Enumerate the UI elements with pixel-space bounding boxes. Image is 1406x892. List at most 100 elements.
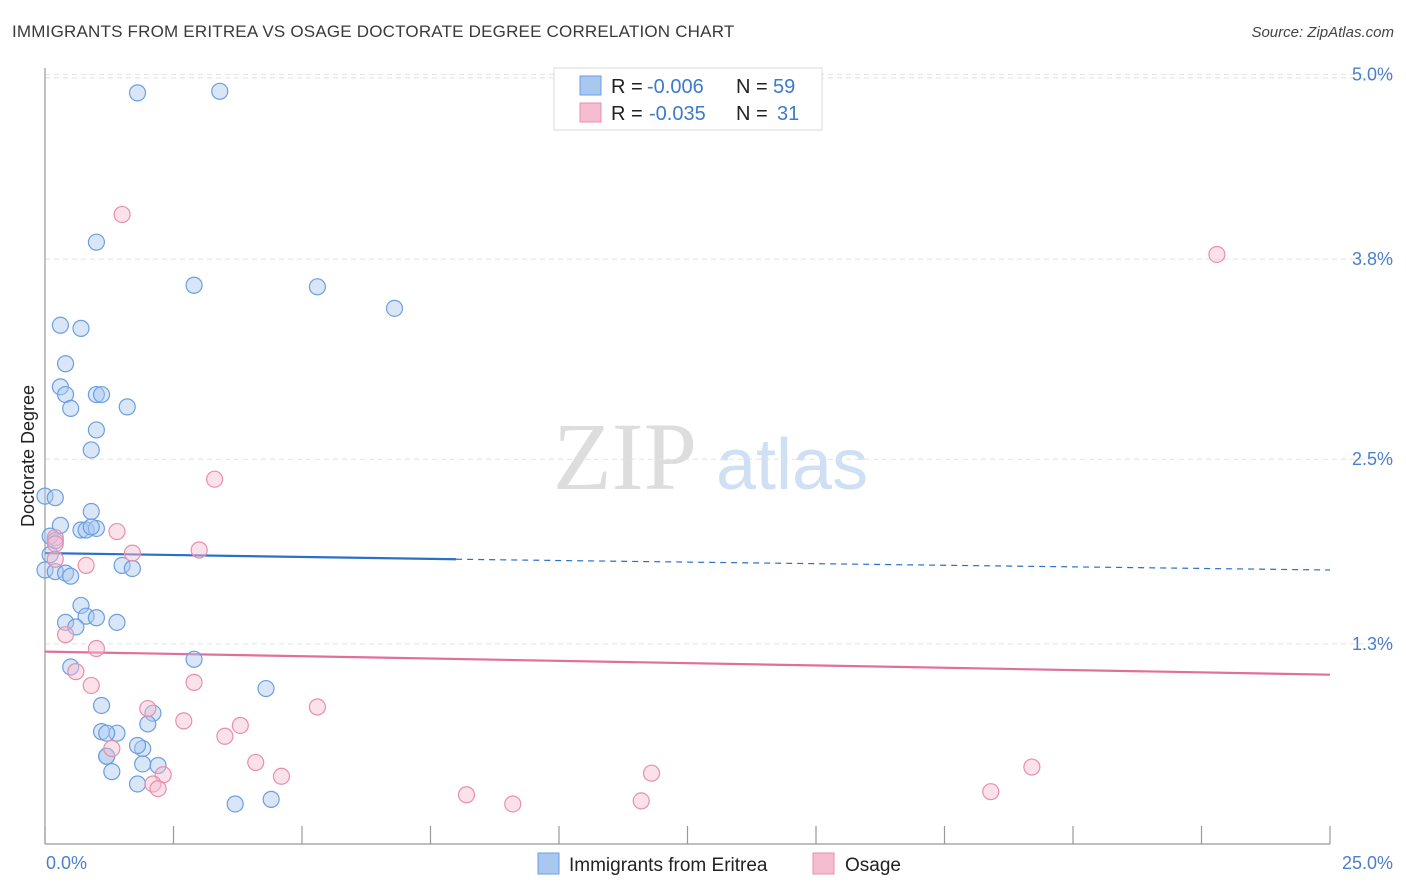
point-osage	[82, 676, 100, 695]
point-eritrea	[82, 502, 100, 521]
point-osage	[175, 712, 193, 730]
point-osage	[56, 626, 75, 644]
watermark-atlas: atlas	[716, 425, 868, 505]
bottom-legend-label-eritrea: Immigrants from Eritrea	[569, 855, 768, 876]
point-eritrea	[56, 613, 75, 631]
point-eritrea	[128, 84, 147, 102]
point-eritrea	[62, 567, 80, 585]
x-axis-ticks	[44, 826, 1331, 844]
point-osage	[185, 673, 203, 691]
point-osage	[108, 522, 126, 541]
legend-n-value-2: 31	[777, 103, 799, 125]
y-tick-label: 3.8%	[1352, 249, 1393, 269]
point-eritrea	[82, 518, 100, 536]
point-osage	[1023, 758, 1041, 776]
point-eritrea	[257, 679, 275, 698]
point-eritrea	[134, 739, 152, 758]
chart-title: IMMIGRANTS FROM ERITREA VS OSAGE DOCTORA…	[12, 22, 735, 41]
grid	[45, 73, 1392, 645]
point-osage	[87, 639, 106, 658]
point-osage	[103, 739, 121, 758]
point-eritrea	[92, 696, 111, 715]
point-eritrea	[87, 233, 106, 251]
source-label: Source: ZipAtlas.com	[1251, 24, 1394, 41]
point-osage	[206, 470, 224, 488]
x-tick-label-max: 25.0%	[1342, 853, 1393, 873]
point-osage	[632, 792, 650, 810]
point-eritrea	[103, 763, 121, 781]
trend-lines	[44, 551, 1331, 676]
point-osage	[504, 795, 522, 813]
trend-line-eritrea-extension	[456, 558, 1331, 571]
point-eritrea	[56, 355, 75, 373]
point-eritrea	[82, 441, 100, 459]
point-osage	[67, 663, 85, 681]
point-osage	[216, 727, 234, 745]
point-eritrea	[87, 385, 106, 404]
point-eritrea	[87, 421, 106, 439]
y-tick-label: 2.5%	[1352, 449, 1393, 469]
point-eritrea	[72, 596, 90, 615]
legend-swatch-pink	[579, 102, 602, 123]
point-osage	[272, 767, 291, 785]
legend-r-value-2: -0.035	[649, 103, 706, 125]
trend-line-eritrea	[44, 551, 457, 561]
point-eritrea	[185, 650, 203, 668]
y-tick-labels: 1.3% 2.5% 3.8% 5.0%	[1352, 64, 1393, 654]
point-osage	[1208, 245, 1226, 264]
trend-line-osage	[44, 650, 1331, 676]
watermark-zip: ZIP	[553, 403, 697, 510]
point-eritrea	[46, 489, 64, 507]
point-eritrea	[56, 564, 75, 582]
y-tick-label: 1.3%	[1352, 634, 1393, 654]
y-axis-label: Doctorate Degree	[18, 385, 38, 527]
point-osage	[46, 529, 64, 547]
bottom-legend-swatch-eritrea	[537, 852, 560, 875]
bottom-legend: Immigrants from Eritrea Osage	[537, 852, 901, 876]
point-eritrea	[308, 278, 327, 296]
point-eritrea	[128, 736, 147, 755]
point-osage	[77, 556, 95, 575]
point-eritrea	[118, 398, 136, 416]
legend: R = -0.006 N = 59 R = -0.035 N = 31	[553, 67, 823, 131]
point-eritrea	[92, 385, 111, 404]
point-osage	[46, 550, 64, 568]
point-eritrea	[62, 399, 80, 418]
point-eritrea	[134, 755, 152, 773]
point-eritrea	[62, 658, 80, 676]
point-eritrea	[87, 609, 106, 627]
point-osage	[149, 779, 167, 798]
bottom-legend-label-osage: Osage	[845, 855, 901, 876]
point-eritrea	[139, 715, 157, 733]
point-osage	[982, 783, 1000, 801]
point-eritrea	[123, 559, 141, 578]
legend-r-value-1: -0.006	[647, 76, 704, 98]
point-eritrea	[211, 82, 229, 100]
point-eritrea	[72, 319, 90, 337]
point-osage	[144, 775, 162, 793]
point-osage	[139, 699, 157, 718]
legend-swatch-blue	[579, 75, 602, 96]
x-tick-label-min: 0.0%	[46, 853, 87, 873]
legend-n-label-2: N =	[736, 103, 768, 125]
point-osage	[308, 698, 327, 716]
point-osage	[247, 753, 265, 772]
point-eritrea	[226, 795, 244, 813]
point-eritrea	[41, 546, 59, 564]
watermark: ZIP atlas	[553, 403, 868, 510]
point-eritrea	[144, 704, 162, 722]
legend-n-label-1: N =	[736, 76, 768, 98]
point-osage	[190, 541, 208, 559]
data-points	[36, 82, 1226, 813]
legend-n-value-1: 59	[773, 76, 795, 98]
point-osage	[46, 535, 64, 553]
point-osage	[457, 786, 476, 804]
point-eritrea	[108, 613, 126, 631]
point-osage	[123, 544, 141, 562]
point-eritrea	[128, 775, 147, 793]
bottom-legend-swatch-osage	[812, 852, 835, 875]
legend-r-label-2: R =	[611, 103, 643, 125]
y-tick-label: 5.0%	[1352, 64, 1393, 84]
point-osage	[113, 205, 131, 224]
